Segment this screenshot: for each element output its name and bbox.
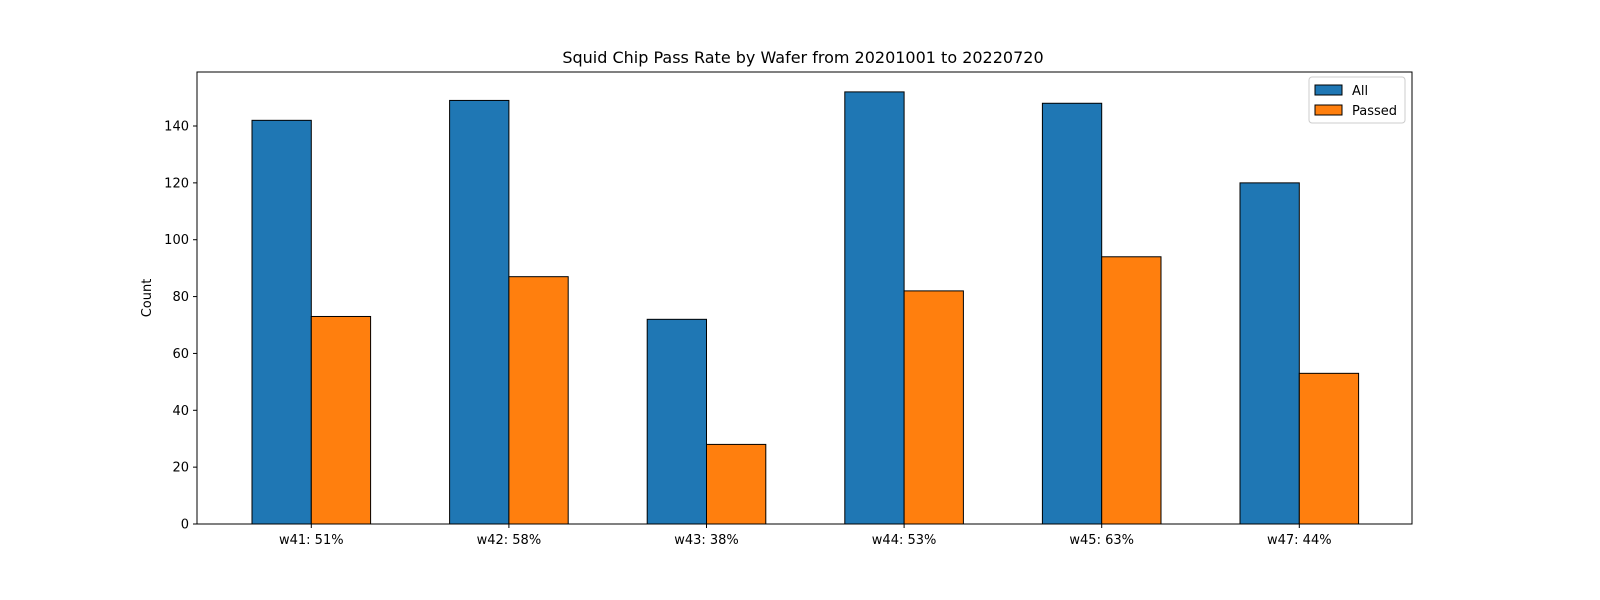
- y-tick-label: 100: [164, 233, 189, 248]
- chart-title: Squid Chip Pass Rate by Wafer from 20201…: [562, 48, 1043, 67]
- x-tick-label: w47: 44%: [1267, 533, 1332, 548]
- bar-all-3: [646, 318, 708, 525]
- y-tick-label: 20: [172, 461, 189, 476]
- bar-passed-6: [1298, 372, 1360, 525]
- plot-area: w41: 51% w42: 58% w43: 38% w44: 53% w45: 63%…: [164, 71, 1413, 548]
- x-tick-label: w42: 58%: [477, 533, 542, 548]
- x-tick-label: w43: 38%: [674, 533, 739, 548]
- y-tick-label: 80: [172, 290, 189, 305]
- bar-all-6: [1239, 182, 1300, 525]
- y-axis-title: Count: [140, 279, 155, 318]
- bar-passed-4: [903, 290, 964, 525]
- y-tick-label: 0: [181, 518, 189, 533]
- y-tick-label: 60: [172, 347, 189, 362]
- bar-passed-5: [1101, 256, 1162, 525]
- y-tick-label: 140: [164, 120, 189, 135]
- bar-passed-1: [310, 315, 372, 525]
- bar-all-2: [449, 99, 510, 525]
- x-tick-label: w41: 51%: [279, 533, 344, 548]
- bar-all-4: [844, 91, 905, 525]
- legend-label-passed: Passed: [1352, 104, 1397, 119]
- x-tick-label: w45: 63%: [1069, 533, 1134, 548]
- legend-swatch-passed: [1314, 104, 1343, 116]
- plot-frame: [196, 71, 1413, 525]
- bar-passed-2: [508, 276, 569, 525]
- bar-passed-3: [706, 443, 767, 525]
- bar-all-5: [1041, 102, 1103, 525]
- legend-swatch-all: [1314, 84, 1343, 96]
- bar-all-1: [251, 119, 312, 525]
- y-tick-label: 40: [172, 404, 189, 419]
- x-tick-label: w44: 53%: [872, 533, 937, 548]
- legend-label-all: All: [1352, 84, 1368, 99]
- y-tick-label: 120: [164, 176, 189, 191]
- legend: All Passed: [1308, 76, 1406, 124]
